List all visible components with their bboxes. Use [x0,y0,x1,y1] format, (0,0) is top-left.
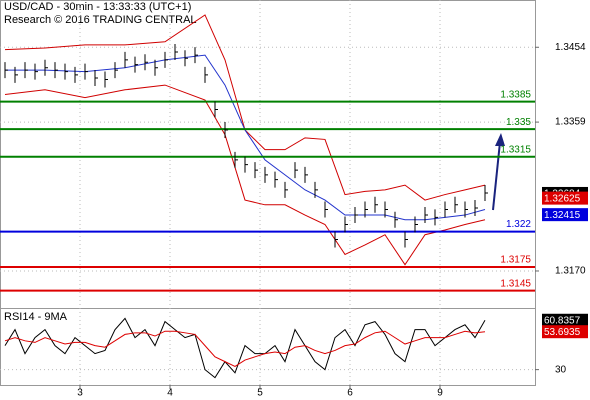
y-tick-label: 1.3454 [555,42,586,53]
price-bar [304,166,308,183]
price-bar [284,181,288,198]
band-line [4,14,486,201]
price-bar [164,51,168,68]
value-tag [542,313,588,327]
price-bar [154,59,158,76]
price-bar [294,162,298,179]
price-bar [134,56,138,73]
rsi-line [4,330,486,368]
price-bar [394,211,398,228]
level-label: 1.3145 [500,278,531,289]
price-bar [334,231,338,248]
main-panel [0,0,536,309]
price-bar [454,196,458,213]
rsi-line [4,317,486,379]
price-bar [64,63,68,80]
price-bar [324,201,328,218]
band-line [4,84,486,266]
arrow-head [495,133,505,146]
level-label: 1.3315 [500,144,531,155]
level-label: 1.322 [506,219,531,230]
price-bar [224,121,228,138]
price-bar [24,62,28,79]
price-bar [374,196,378,213]
band-line [5,54,486,221]
rsi-title: RSI14 - 9MA [4,311,68,323]
price-bar [404,231,408,248]
price-bar [354,207,358,224]
price-bar [84,63,88,80]
level-label: 1.3175 [500,255,531,266]
price-bar [184,50,188,67]
price-bar [14,66,18,83]
price-bar [174,43,178,60]
price-bar [444,201,448,218]
chart-subtitle: Research © 2016 TRADING CENTRAL [4,14,197,26]
price-tag [542,191,588,205]
price-tag-label: 1.32625 [544,193,581,204]
price-bar [264,166,268,183]
price-bar [144,54,148,71]
rsi-panel [0,308,536,386]
price-bar [234,151,238,168]
x-tick-label: 5 [257,388,263,399]
value-tag [542,325,588,339]
price-bar [484,184,488,201]
price-bar [34,63,38,80]
price-bar [104,71,108,88]
y-tick-label: 1.3170 [555,266,586,277]
price-tag-label: 1.32415 [544,210,581,221]
price-bar [274,171,278,188]
price-bar [54,62,58,79]
price-bar [74,66,78,83]
price-bar [194,47,198,64]
price-bar [94,69,98,86]
x-tick-label: 6 [347,388,353,399]
x-tick-label: 9 [437,388,443,399]
price-bar [384,201,388,218]
price-bar [464,201,468,218]
price-bar [424,207,428,224]
price-bar [114,62,118,79]
price-bar [344,216,348,233]
level-label: 1.3385 [500,89,531,100]
price-bar [124,51,128,68]
y-tick-label: 30 [555,364,567,375]
price-bar [314,181,318,198]
y-tick-label: 1.3359 [555,117,586,128]
price-bar [204,66,208,83]
price-bar [4,62,8,79]
price-bar [414,216,418,233]
level-label: 1.335 [506,117,531,128]
price-bar [44,59,48,76]
price-tag [542,208,588,222]
x-tick-label: 3 [77,388,83,399]
price-bar [434,209,438,226]
chart-title: USD/CAD - 30min - 13:33:33 (UTC+1) [4,1,191,13]
price-bar [244,156,248,173]
forecast-arrow [492,141,501,211]
price-bar [254,162,258,179]
price-bar [474,199,478,216]
price-bar [364,201,368,218]
price-bar [214,101,218,118]
value-tag-label: 60.8357 [544,315,581,326]
value-tag-label: 53.6935 [544,327,581,338]
x-tick-label: 4 [167,388,173,399]
